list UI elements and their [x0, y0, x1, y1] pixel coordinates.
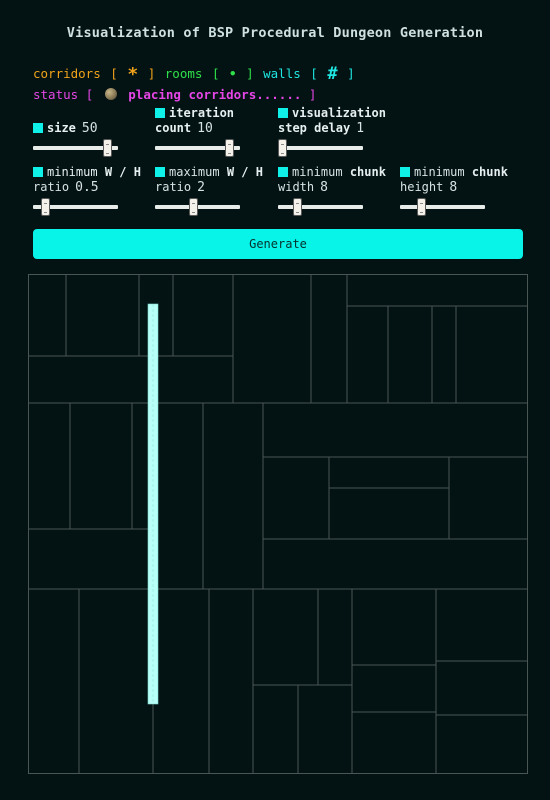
status-close: ]: [308, 87, 317, 102]
map-border: [28, 274, 528, 774]
max-ratio-slider-thumb[interactable]: [189, 198, 199, 216]
generate-button[interactable]: Generate: [33, 229, 523, 259]
iteration-label-1: iteration: [169, 106, 235, 120]
min-width-slider-thumb[interactable]: [293, 198, 303, 216]
iteration-control: iteration count 10: [155, 106, 234, 136]
delay-value: 1: [356, 121, 365, 136]
min-ratio-label-1a: minimum: [47, 165, 98, 179]
max-ratio-label-1a: maximum: [169, 165, 220, 179]
legend-corridors-open: [: [110, 66, 118, 81]
legend-walls-close: ]: [347, 66, 355, 81]
min-ratio-slider-thumb[interactable]: [40, 198, 50, 216]
min-height-value: 8: [449, 180, 458, 195]
min-width-value: 8: [320, 180, 328, 195]
min-width-label-1b: chunk: [349, 165, 386, 179]
delay-label-2: step delay: [278, 121, 351, 135]
page-title: Visualization of BSP Procedural Dungeon …: [66, 25, 484, 41]
min-width-checkbox[interactable]: [278, 167, 288, 177]
legend-corridors-label: corridors: [33, 66, 101, 81]
min-width-label-2: width: [278, 180, 315, 194]
size-value: 50: [81, 121, 98, 136]
min-height-label-2: height: [400, 180, 444, 194]
status-label: status: [33, 87, 79, 102]
iteration-value: 10: [197, 121, 213, 136]
min-ratio-slider[interactable]: [33, 198, 118, 216]
min-height-checkbox[interactable]: [400, 167, 410, 177]
delay-checkbox[interactable]: [278, 108, 288, 118]
min-ratio-control: minimum W / H ratio 0.5: [33, 165, 141, 195]
max-ratio-label-1b: W / H: [226, 165, 263, 179]
min-height-control: minimum chunk height 8: [400, 165, 508, 195]
iteration-checkbox[interactable]: [155, 108, 165, 118]
size-slider[interactable]: [33, 139, 118, 157]
iteration-label-2: count: [155, 121, 192, 135]
delay-control: visualization step delay 1: [278, 106, 386, 136]
size-slider-thumb[interactable]: [102, 139, 112, 157]
min-ratio-label-2: ratio: [33, 180, 70, 194]
min-height-label-1b: chunk: [471, 165, 508, 179]
legend-corridors-close: ]: [147, 66, 156, 81]
min-width-slider[interactable]: [278, 198, 363, 216]
min-width-label-1a: minimum: [292, 165, 343, 179]
status-line: status [ placing corridors...... ]: [33, 87, 316, 102]
moon-icon: [104, 88, 117, 100]
size-label: size: [47, 121, 76, 135]
legend-walls-label: walls: [263, 66, 301, 81]
size-checkbox[interactable]: [33, 123, 43, 133]
legend-rooms-close: ]: [246, 66, 254, 81]
legend-rooms-label: rooms: [164, 66, 203, 81]
min-height-slider-thumb[interactable]: [416, 198, 426, 216]
max-ratio-value: 2: [197, 180, 205, 195]
size-control: size 50: [33, 121, 98, 136]
delay-slider[interactable]: [278, 139, 363, 157]
min-ratio-label-1b: W / H: [104, 165, 141, 179]
delay-slider-thumb[interactable]: [278, 139, 287, 157]
iteration-slider-thumb[interactable]: [224, 139, 234, 157]
min-width-control: minimum chunk width 8: [278, 165, 386, 195]
max-ratio-label-2: ratio: [155, 180, 192, 194]
legend-walls-open: [: [310, 66, 318, 81]
corridor-symbol-icon: *: [127, 64, 139, 85]
max-ratio-checkbox[interactable]: [155, 167, 165, 177]
min-height-slider[interactable]: [400, 198, 485, 216]
iteration-slider[interactable]: [155, 139, 240, 157]
dungeon-map: [28, 274, 528, 774]
min-ratio-value: 0.5: [75, 180, 99, 195]
status-message: placing corridors......: [128, 87, 302, 102]
delay-label-1: visualization: [292, 106, 386, 120]
min-ratio-checkbox[interactable]: [33, 167, 43, 177]
max-ratio-slider[interactable]: [155, 198, 240, 216]
status-open: [: [85, 87, 94, 102]
room-symbol-icon: •: [229, 66, 237, 81]
legend-rooms-open: [: [211, 66, 220, 81]
legend: corridors [ * ] rooms [ • ] walls [ # ]: [33, 62, 357, 85]
wall-symbol-icon: #: [327, 64, 338, 84]
dungeon-map-canvas: [28, 274, 528, 774]
min-height-label-1a: minimum: [414, 165, 465, 179]
max-ratio-control: maximum W / H ratio 2: [155, 165, 263, 195]
